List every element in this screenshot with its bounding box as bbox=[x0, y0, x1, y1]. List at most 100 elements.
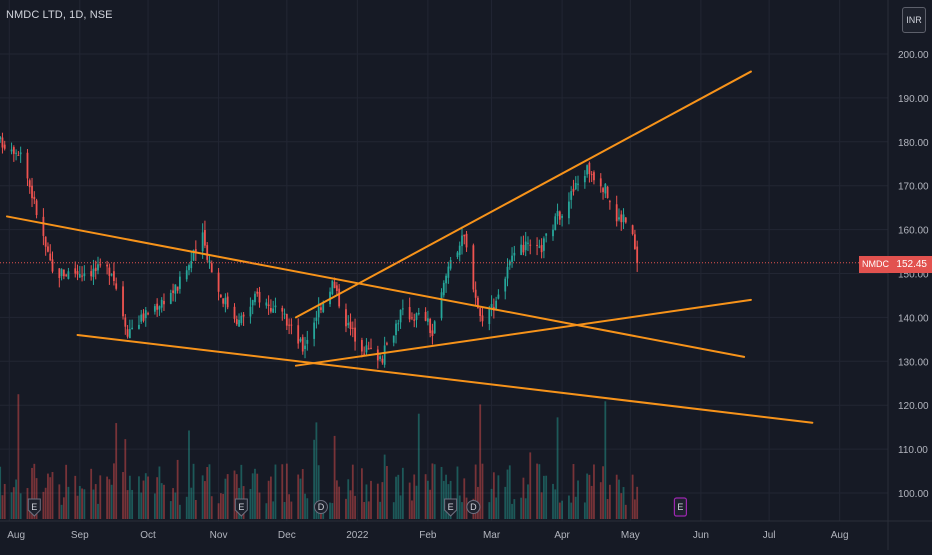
volume-bar bbox=[513, 499, 516, 519]
volume-bar bbox=[574, 496, 577, 519]
volume-bar bbox=[306, 498, 309, 519]
candle-body bbox=[281, 307, 284, 312]
volume-bar bbox=[624, 504, 627, 519]
volume-bar bbox=[397, 474, 400, 519]
volume-bar bbox=[17, 394, 20, 519]
candle-body bbox=[426, 318, 429, 322]
time-tick-label: Jul bbox=[763, 530, 776, 541]
candle-body bbox=[381, 358, 384, 363]
candle-body bbox=[574, 182, 577, 190]
volume-bar bbox=[572, 464, 575, 519]
candle-body bbox=[74, 268, 77, 274]
volume-bar bbox=[599, 482, 602, 519]
volume-bar bbox=[210, 496, 213, 519]
volume-bar bbox=[97, 503, 99, 519]
price-tick-label: 140.00 bbox=[898, 313, 929, 324]
candle-body bbox=[363, 353, 366, 355]
price-tick-label: 130.00 bbox=[898, 357, 929, 368]
price-tick-label: 110.00 bbox=[898, 445, 928, 456]
candle-body bbox=[17, 154, 20, 156]
volume-bar bbox=[274, 464, 277, 519]
candle-body bbox=[433, 321, 436, 334]
volume-bar bbox=[126, 490, 129, 519]
currency-badge[interactable]: INR bbox=[902, 7, 926, 33]
candle-body bbox=[477, 297, 479, 308]
volume-bar bbox=[258, 492, 261, 519]
earnings-marker bbox=[27, 498, 41, 517]
volume-bar bbox=[49, 477, 52, 519]
candle-body bbox=[556, 210, 559, 217]
volume-bar bbox=[299, 478, 302, 519]
candle-body bbox=[94, 267, 97, 271]
dividend-marker bbox=[466, 500, 481, 514]
volume-bar bbox=[169, 501, 172, 519]
candle-body bbox=[254, 293, 256, 303]
volume-bar bbox=[235, 474, 238, 519]
candle-body bbox=[399, 309, 402, 323]
volume-bar bbox=[142, 480, 145, 519]
volume-bar bbox=[144, 473, 147, 519]
volume-bar bbox=[345, 498, 347, 519]
volume-bar bbox=[106, 476, 108, 519]
candle-body bbox=[76, 271, 79, 275]
volume-bar bbox=[636, 486, 639, 519]
volume-bar bbox=[401, 467, 404, 519]
price-label-symbol: NMDC bbox=[862, 259, 889, 269]
candle-body bbox=[304, 345, 306, 350]
volume-bar bbox=[94, 484, 97, 519]
time-tick-label: May bbox=[621, 530, 640, 541]
volume-bar bbox=[78, 486, 81, 519]
candle-body bbox=[397, 323, 400, 325]
candle-body bbox=[140, 314, 143, 322]
candle-body bbox=[124, 317, 127, 327]
candle-body bbox=[335, 285, 338, 291]
volume-bar bbox=[415, 485, 418, 519]
time-tick-label: Aug bbox=[7, 530, 25, 541]
candle-body bbox=[242, 314, 245, 317]
candle-body bbox=[524, 241, 527, 251]
candle-body bbox=[185, 270, 188, 280]
candle-body bbox=[624, 217, 627, 223]
candle-body bbox=[456, 252, 459, 257]
candle-body bbox=[106, 264, 108, 267]
volume-bar bbox=[381, 482, 384, 519]
candle-body bbox=[256, 291, 259, 294]
candle-body bbox=[392, 335, 395, 343]
volume-bar bbox=[631, 474, 634, 519]
volume-bar bbox=[552, 483, 554, 519]
candle-body bbox=[538, 246, 541, 248]
candle-body bbox=[361, 340, 363, 352]
volume-bar bbox=[74, 475, 77, 519]
volume-bar bbox=[208, 464, 211, 519]
volume-bar bbox=[12, 487, 15, 519]
trendline-upper-channel bbox=[294, 70, 752, 319]
candle-body bbox=[351, 327, 354, 329]
volume-bar bbox=[558, 502, 561, 519]
volume-bar bbox=[433, 464, 436, 519]
volume-bar bbox=[365, 484, 368, 519]
candle-body bbox=[62, 269, 65, 277]
volume-bar bbox=[226, 474, 229, 519]
candle-body bbox=[513, 252, 516, 256]
candle-body bbox=[83, 273, 86, 277]
candle-body bbox=[47, 246, 49, 252]
volume-bar bbox=[347, 479, 350, 519]
candle-body bbox=[238, 319, 240, 327]
volume-bar bbox=[138, 476, 140, 519]
volume-bar bbox=[156, 477, 159, 519]
volume-bar bbox=[586, 473, 589, 519]
candle-body bbox=[153, 306, 156, 312]
volume-bar bbox=[174, 492, 177, 519]
volume-bar bbox=[267, 480, 270, 519]
candle-body bbox=[429, 319, 432, 333]
volume-bar bbox=[456, 466, 459, 519]
volume-bar bbox=[297, 474, 300, 519]
volume-bar bbox=[270, 476, 272, 519]
volume-bar bbox=[163, 484, 165, 519]
volume-bar bbox=[615, 474, 618, 519]
volume-bar bbox=[76, 495, 79, 519]
volume-bar bbox=[588, 474, 591, 519]
